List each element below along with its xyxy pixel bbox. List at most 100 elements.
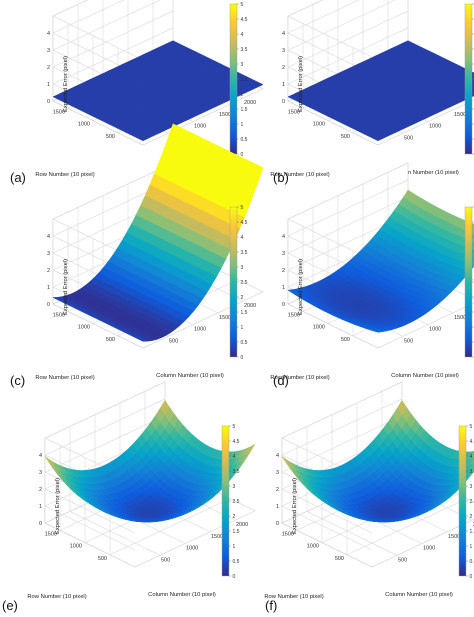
z-tick-label: 3 xyxy=(47,251,50,257)
panel-label: (e) xyxy=(2,598,18,613)
error-surface xyxy=(52,40,264,142)
grid-line xyxy=(287,0,379,78)
colorbar xyxy=(464,206,473,358)
z-tick-label: 1 xyxy=(47,285,50,291)
y-tick-label: 1500 xyxy=(288,109,300,115)
surface-cell xyxy=(402,40,414,46)
colorbar-tick-label: 4 xyxy=(241,235,244,241)
colorbar-tick-label: 0.5 xyxy=(241,137,248,143)
z-tick-label: 2 xyxy=(39,487,42,493)
z-axis-label: Expected Error (pixel) xyxy=(292,478,298,534)
colorbar-tick-label: 0 xyxy=(233,574,236,580)
x-axis-label: Column Number (10 pixel) xyxy=(385,592,453,598)
colorbar-tick-label: 1.5 xyxy=(241,107,248,113)
colorbar-tick-label: 3 xyxy=(241,62,244,68)
colorbar-tick-label: 2.5 xyxy=(470,499,474,505)
colorbar-tick-label: 2 xyxy=(470,514,473,520)
grid-line xyxy=(69,426,161,556)
x-tick-label: 500 xyxy=(404,135,413,141)
colorbar xyxy=(229,206,238,358)
z-tick-label: 0 xyxy=(282,99,285,105)
x-axis-label: Column Number (10 pixel) xyxy=(391,170,459,176)
colorbar-tick-label: 2.5 xyxy=(233,499,240,505)
y-axis-label: Row Number (10 pixel) xyxy=(264,594,323,600)
error-surface xyxy=(52,123,264,342)
colorbar-tick-label: 1.5 xyxy=(241,310,248,316)
z-tick-label: 0 xyxy=(282,302,285,308)
z-tick-label: 2 xyxy=(276,487,279,493)
y-tick-label: 500 xyxy=(341,134,350,140)
z-tick-label: 3 xyxy=(276,470,279,476)
y-axis-label: Row Number (10 pixel) xyxy=(35,375,94,381)
colorbar-tick-label: 1 xyxy=(233,544,236,550)
y-axis-label: Row Number (10 pixel) xyxy=(270,375,329,381)
z-tick-label: 4 xyxy=(282,31,285,37)
z-axis-label: Expected Error (pixel) xyxy=(298,259,304,315)
z-tick-label: 2 xyxy=(282,65,285,71)
grid-line xyxy=(52,0,144,61)
panel-label: (c) xyxy=(10,373,25,388)
y-tick-label: 1500 xyxy=(53,312,65,318)
colorbar-tick-label: 4 xyxy=(241,32,244,38)
colorbar-tick-label: 2 xyxy=(241,295,244,301)
panel-label: (d) xyxy=(273,373,289,388)
z-tick-label: 1 xyxy=(47,82,50,88)
colorbar-tick-label: 5 xyxy=(470,424,473,430)
panel-label: (f) xyxy=(265,598,277,613)
x-tick-label: 1500 xyxy=(219,315,231,321)
x-tick-label: 2000 xyxy=(244,100,256,106)
z-axis-label: Expected Error (pixel) xyxy=(63,259,69,315)
colorbar-tick-label: 1 xyxy=(470,544,473,550)
x-tick-label: 500 xyxy=(398,557,407,563)
surface-cell xyxy=(470,78,474,82)
colorbar-tick-label: 3 xyxy=(470,484,473,490)
colorbar-tick-label: 0.5 xyxy=(233,559,240,565)
x-tick-label: 1500 xyxy=(211,534,223,540)
error-surface xyxy=(287,189,474,333)
x-tick-label: 1000 xyxy=(186,546,198,552)
z-axis-label: Expected Error (pixel) xyxy=(63,56,69,112)
y-tick-label: 500 xyxy=(98,556,107,562)
z-tick-label: 3 xyxy=(47,48,50,54)
grid-line xyxy=(306,426,398,556)
surface-cell xyxy=(403,189,413,201)
error-surface xyxy=(287,40,474,142)
x-tick-label: 1500 xyxy=(454,315,466,321)
y-tick-label: 1500 xyxy=(53,109,65,115)
z-tick-label: 3 xyxy=(282,251,285,257)
colorbar-tick-label: 4 xyxy=(233,454,236,460)
z-tick-label: 2 xyxy=(47,65,50,71)
surface-cell xyxy=(168,123,178,140)
y-tick-label: 500 xyxy=(335,556,344,562)
colorbar-tick-label: 3 xyxy=(233,484,236,490)
panel-label: (b) xyxy=(273,170,289,185)
colorbar xyxy=(458,425,467,577)
colorbar-tick-label: 4.5 xyxy=(470,439,474,445)
surface-cell xyxy=(167,40,179,46)
y-tick-label: 500 xyxy=(106,337,115,343)
z-tick-label: 4 xyxy=(276,453,279,459)
x-tick-label: 500 xyxy=(404,338,413,344)
y-axis-label: Row Number (10 pixel) xyxy=(35,172,94,178)
x-tick-label: 2000 xyxy=(236,522,248,528)
colorbar-tick-label: 3.5 xyxy=(241,250,248,256)
colorbar-tick-label: 3.5 xyxy=(470,469,474,475)
z-tick-label: 3 xyxy=(282,48,285,54)
colorbar-tick-label: 4.5 xyxy=(241,17,248,23)
z-tick-label: 1 xyxy=(282,285,285,291)
grid-line xyxy=(52,162,174,264)
x-axis-label: Column Number (10 pixel) xyxy=(391,373,459,379)
y-tick-label: 500 xyxy=(106,134,115,140)
y-tick-label: 1000 xyxy=(70,544,82,550)
x-tick-label: 1000 xyxy=(429,327,441,333)
y-axis-label: Row Number (10 pixel) xyxy=(27,594,86,600)
z-tick-label: 1 xyxy=(282,82,285,88)
y-tick-label: 1000 xyxy=(78,325,90,331)
colorbar-tick-label: 2 xyxy=(241,92,244,98)
colorbar-tick-label: 1 xyxy=(241,325,244,331)
z-tick-label: 0 xyxy=(47,99,50,105)
z-tick-label: 2 xyxy=(47,268,50,274)
x-tick-label: 1500 xyxy=(448,534,460,540)
